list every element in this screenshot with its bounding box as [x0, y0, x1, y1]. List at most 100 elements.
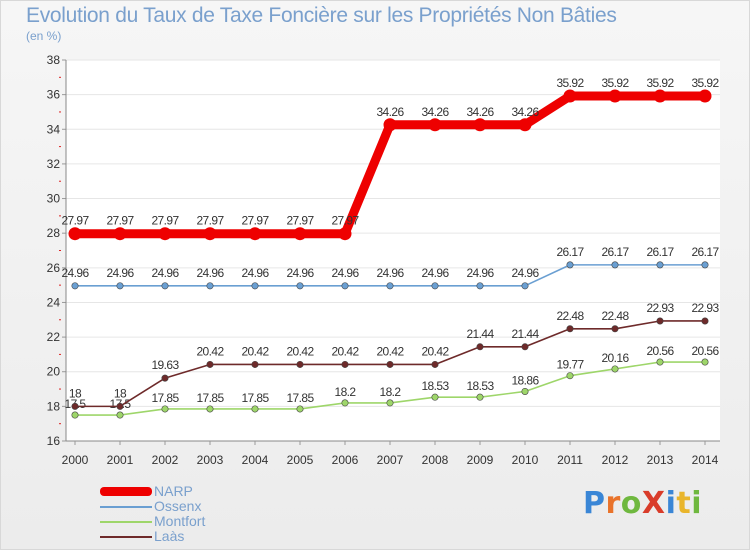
- xtick-label-2000: 2000: [62, 453, 89, 467]
- data-point-montfort-2010: [521, 387, 529, 395]
- data-label-narp-2014: 35.92: [691, 76, 719, 90]
- xtick-label-2004: 2004: [242, 453, 269, 467]
- data-label-ossenx-2008: 24.96: [421, 266, 449, 280]
- data-point-narp-2006: [338, 227, 352, 241]
- data-point-narp-2002: [158, 227, 172, 241]
- data-label-ossenx-2006: 24.96: [331, 266, 359, 280]
- data-point-narp-2014: [698, 89, 712, 103]
- data-label-narp-2000: 27.97: [61, 214, 89, 228]
- data-point-laas-2003: [206, 360, 214, 368]
- logo-letter: i: [691, 486, 702, 521]
- data-point-montfort-2012: [611, 365, 619, 373]
- logo-letter: X: [641, 486, 666, 521]
- data-label-laas-2011: 22.48: [556, 309, 584, 323]
- legend-swatch-ossenx: [100, 506, 152, 508]
- xtick-label-2002: 2002: [152, 453, 179, 467]
- data-point-ossenx-2008: [431, 282, 439, 290]
- data-label-ossenx-2014: 26.17: [691, 245, 719, 259]
- data-point-ossenx-2010: [521, 282, 529, 290]
- logo-letter: t: [676, 486, 692, 521]
- data-label-laas-2007: 20.42: [376, 344, 404, 358]
- xtick-label-2010: 2010: [512, 453, 539, 467]
- data-label-montfort-2010: 18.86: [511, 373, 539, 387]
- data-label-ossenx-2002: 24.96: [151, 266, 179, 280]
- logo-letter: r: [605, 486, 621, 521]
- ytick-label-26: 26: [47, 261, 61, 275]
- data-point-montfort-2001: [116, 411, 124, 419]
- data-label-ossenx-2000: 24.96: [61, 266, 89, 280]
- data-point-narp-2005: [293, 227, 307, 241]
- data-point-montfort-2002: [161, 405, 169, 413]
- data-label-montfort-2004: 17.85: [241, 391, 269, 405]
- data-point-narp-2003: [203, 227, 217, 241]
- data-label-narp-2004: 27.97: [241, 214, 269, 228]
- data-point-laas-2006: [341, 360, 349, 368]
- ytick-label-32: 32: [47, 157, 61, 171]
- xtick-label-2013: 2013: [647, 453, 674, 467]
- data-label-narp-2009: 34.26: [466, 105, 494, 119]
- data-point-narp-2012: [608, 89, 622, 103]
- data-label-narp-2005: 27.97: [286, 214, 314, 228]
- data-label-narp-2012: 35.92: [601, 76, 629, 90]
- data-point-laas-2011: [566, 325, 574, 333]
- data-point-montfort-2004: [251, 405, 259, 413]
- data-label-montfort-2003: 17.85: [196, 391, 224, 405]
- chart-unit-label: (en %): [26, 29, 62, 43]
- ytick-label-28: 28: [47, 226, 61, 240]
- data-label-laas-2013: 22.93: [646, 301, 674, 315]
- data-label-laas-2014: 22.93: [691, 301, 719, 315]
- xtick-label-2001: 2001: [107, 453, 134, 467]
- data-point-montfort-2009: [476, 393, 484, 401]
- ytick-label-24: 24: [47, 295, 61, 309]
- data-label-laas-2005: 20.42: [286, 344, 314, 358]
- logo-letter: P: [583, 486, 606, 521]
- ytick-label-34: 34: [47, 122, 61, 136]
- data-point-ossenx-2006: [341, 282, 349, 290]
- legend-label-laas: Laàs: [154, 528, 185, 544]
- data-point-narp-2004: [248, 227, 262, 241]
- xtick-label-2008: 2008: [422, 453, 449, 467]
- data-point-narp-2008: [428, 118, 442, 132]
- legend-label-narp: NARP: [154, 483, 193, 499]
- logo-letter: o: [620, 486, 642, 521]
- data-label-montfort-2007: 18.2: [380, 385, 402, 399]
- data-label-montfort-2014: 20.56: [691, 344, 719, 358]
- data-label-montfort-2008: 18.53: [421, 379, 449, 393]
- data-point-narp-2000: [68, 227, 82, 241]
- ytick-label-22: 22: [47, 330, 61, 344]
- data-point-montfort-2005: [296, 405, 304, 413]
- ytick-label-18: 18: [47, 399, 61, 413]
- data-point-montfort-2014: [701, 358, 709, 366]
- ytick-label-30: 30: [47, 192, 61, 206]
- xtick-label-2012: 2012: [602, 453, 629, 467]
- proxiti-logo: ProXiti: [583, 486, 702, 521]
- legend-swatch-montfort: [100, 521, 152, 523]
- data-point-laas-2001: [116, 402, 124, 410]
- data-label-montfort-2002: 17.85: [151, 391, 179, 405]
- data-point-narp-2009: [473, 118, 487, 132]
- data-label-narp-2007: 34.26: [376, 105, 404, 119]
- data-point-ossenx-2012: [611, 261, 619, 269]
- xtick-label-2009: 2009: [467, 453, 494, 467]
- xtick-label-2003: 2003: [197, 453, 224, 467]
- data-point-laas-2009: [476, 343, 484, 351]
- data-point-laas-2014: [701, 317, 709, 325]
- data-label-narp-2003: 27.97: [196, 214, 224, 228]
- data-label-narp-2013: 35.92: [646, 76, 674, 90]
- data-point-laas-2007: [386, 360, 394, 368]
- data-label-narp-2006: 27.97: [331, 214, 359, 228]
- data-label-ossenx-2007: 24.96: [376, 266, 404, 280]
- ytick-label-36: 36: [47, 88, 61, 102]
- chart-title: Evolution du Taux de Taxe Foncière sur l…: [26, 4, 617, 27]
- data-label-ossenx-2013: 26.17: [646, 245, 674, 259]
- data-label-ossenx-2004: 24.96: [241, 266, 269, 280]
- data-point-ossenx-2011: [566, 261, 574, 269]
- data-label-narp-2008: 34.26: [421, 105, 449, 119]
- ytick-label-38: 38: [47, 53, 61, 67]
- data-label-montfort-2005: 17.85: [286, 391, 314, 405]
- data-point-laas-2005: [296, 360, 304, 368]
- data-label-narp-2002: 27.97: [151, 214, 179, 228]
- data-label-laas-2002: 19.63: [151, 358, 179, 372]
- data-point-ossenx-2004: [251, 282, 259, 290]
- data-point-laas-2004: [251, 360, 259, 368]
